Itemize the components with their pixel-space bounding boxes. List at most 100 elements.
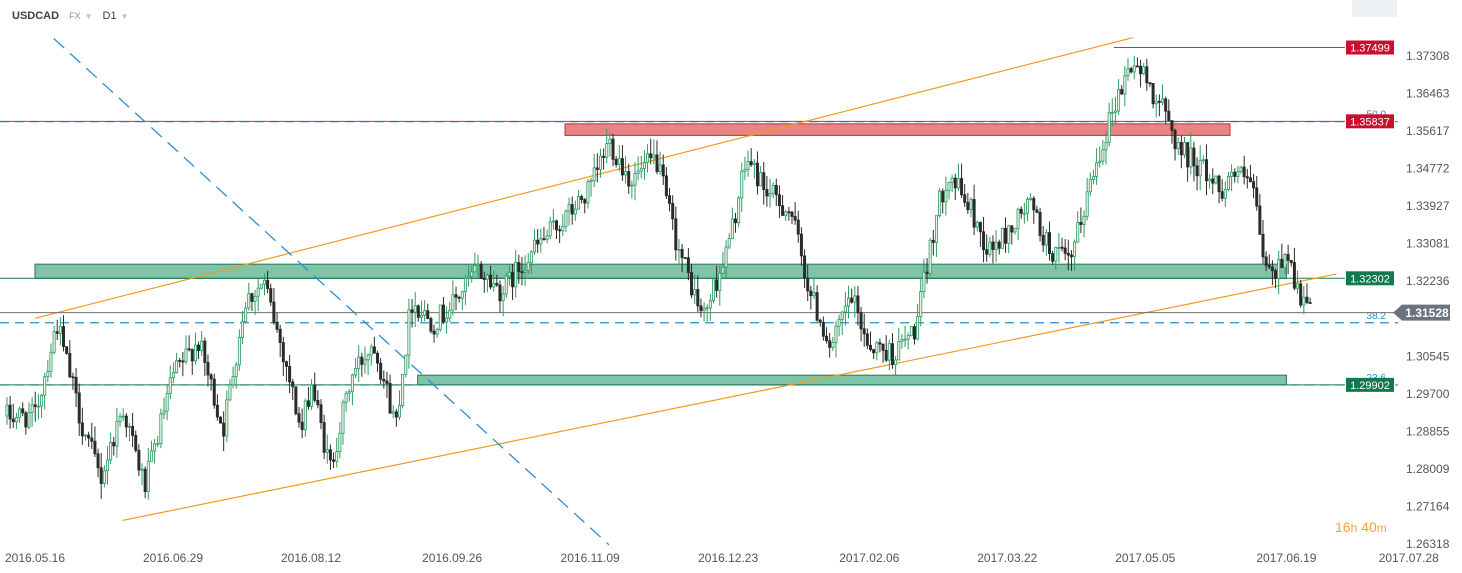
candle-body bbox=[715, 279, 719, 291]
countdown-hours: 16 bbox=[1335, 519, 1351, 535]
candle-body bbox=[184, 348, 188, 363]
candle-body bbox=[878, 342, 882, 345]
candle-body bbox=[476, 263, 480, 266]
candle-body bbox=[159, 413, 163, 445]
candle-body bbox=[576, 196, 580, 210]
market-label: FX bbox=[69, 11, 81, 21]
candle-body bbox=[240, 321, 244, 338]
candle-body bbox=[419, 314, 423, 318]
candle-body bbox=[322, 422, 326, 453]
candle-body bbox=[1095, 162, 1099, 177]
y-tick-label: 1.29700 bbox=[1406, 387, 1450, 401]
candle-body bbox=[137, 449, 141, 471]
candle-body bbox=[664, 175, 668, 197]
candle-body bbox=[517, 262, 521, 273]
candle-body bbox=[539, 238, 543, 245]
candle-body bbox=[62, 326, 66, 348]
candle-body bbox=[153, 443, 157, 452]
candle-body bbox=[755, 162, 759, 187]
zone-resistance-0 bbox=[564, 123, 1231, 136]
candle-body bbox=[884, 350, 888, 361]
candle-body bbox=[84, 434, 88, 437]
candle-body bbox=[1057, 246, 1061, 249]
candle-body bbox=[1004, 227, 1008, 244]
timeframe-selector-box[interactable] bbox=[1352, 0, 1397, 17]
candle-body bbox=[686, 257, 690, 273]
candle-body bbox=[966, 201, 970, 211]
candle-body bbox=[1183, 142, 1187, 156]
candle-body bbox=[570, 204, 574, 215]
candle-body bbox=[338, 432, 342, 453]
current-price-label: 1.31528 bbox=[1405, 306, 1449, 320]
candle-body bbox=[809, 290, 813, 297]
candle-body bbox=[605, 143, 609, 158]
candle-body bbox=[919, 291, 923, 317]
candle-body bbox=[624, 171, 628, 176]
candle-body bbox=[1123, 75, 1127, 95]
candle-body bbox=[21, 408, 25, 414]
timeframe-dropdown-icon[interactable]: ▼ bbox=[120, 11, 129, 21]
candle-body bbox=[511, 271, 515, 288]
candle-body bbox=[777, 194, 781, 207]
candle-body bbox=[743, 169, 747, 172]
candle-body bbox=[972, 199, 976, 228]
candle-body bbox=[492, 282, 496, 288]
candle-body bbox=[1305, 296, 1309, 303]
candle-body bbox=[1277, 258, 1281, 279]
candle-body bbox=[529, 251, 533, 264]
candle-body bbox=[479, 263, 483, 279]
candle-body bbox=[950, 177, 954, 184]
candle-body bbox=[790, 211, 794, 217]
candle-body bbox=[847, 297, 851, 307]
candle-body bbox=[812, 292, 816, 297]
candle-body bbox=[1107, 112, 1111, 143]
candle-body bbox=[379, 362, 383, 380]
market-dropdown-icon[interactable]: ▼ bbox=[84, 11, 93, 21]
candle-body bbox=[165, 392, 169, 412]
candle-body bbox=[555, 220, 559, 231]
candle-body bbox=[724, 246, 728, 268]
candle-body bbox=[658, 164, 662, 172]
candle-body bbox=[787, 211, 791, 214]
candle-body bbox=[504, 275, 508, 295]
candle-body bbox=[8, 404, 12, 420]
candle-body bbox=[947, 182, 951, 191]
timeframe-label[interactable]: D1 bbox=[102, 10, 117, 22]
candle-body bbox=[429, 318, 433, 332]
candle-body bbox=[1117, 89, 1121, 112]
symbol-label[interactable]: USDCAD bbox=[12, 10, 60, 22]
candle-body bbox=[134, 435, 138, 451]
candle-body bbox=[93, 440, 97, 455]
candle-body bbox=[1286, 254, 1290, 261]
candle-body bbox=[803, 255, 807, 279]
candle-body bbox=[573, 208, 577, 215]
candle-body bbox=[187, 348, 191, 351]
candle-body bbox=[988, 241, 992, 255]
candle-body bbox=[55, 331, 59, 334]
x-tick-label: 2017.03.22 bbox=[977, 551, 1037, 565]
candle-body bbox=[181, 360, 185, 363]
x-tick-label: 2016.09.26 bbox=[422, 551, 482, 565]
candle-body bbox=[278, 328, 282, 343]
candle-body bbox=[131, 425, 135, 436]
candle-body bbox=[27, 412, 31, 428]
candle-body bbox=[507, 271, 511, 277]
candle-body bbox=[1211, 178, 1215, 184]
candle-body bbox=[65, 346, 69, 354]
level-label: 1.29902 bbox=[1350, 380, 1390, 392]
candle-body bbox=[636, 170, 640, 174]
candle-body bbox=[592, 167, 596, 181]
candle-body bbox=[1267, 264, 1271, 268]
y-tick-label: 1.26318 bbox=[1406, 537, 1450, 551]
candle-body bbox=[1120, 89, 1124, 95]
candle-body bbox=[567, 204, 571, 212]
candle-body bbox=[74, 377, 78, 394]
candle-body bbox=[934, 215, 938, 243]
candle-body bbox=[127, 425, 131, 428]
candle-body bbox=[413, 305, 417, 313]
y-tick-label: 1.27164 bbox=[1406, 499, 1450, 513]
candle-body bbox=[215, 404, 219, 418]
x-tick-label: 2016.05.16 bbox=[5, 551, 65, 565]
candle-body bbox=[1192, 147, 1196, 167]
